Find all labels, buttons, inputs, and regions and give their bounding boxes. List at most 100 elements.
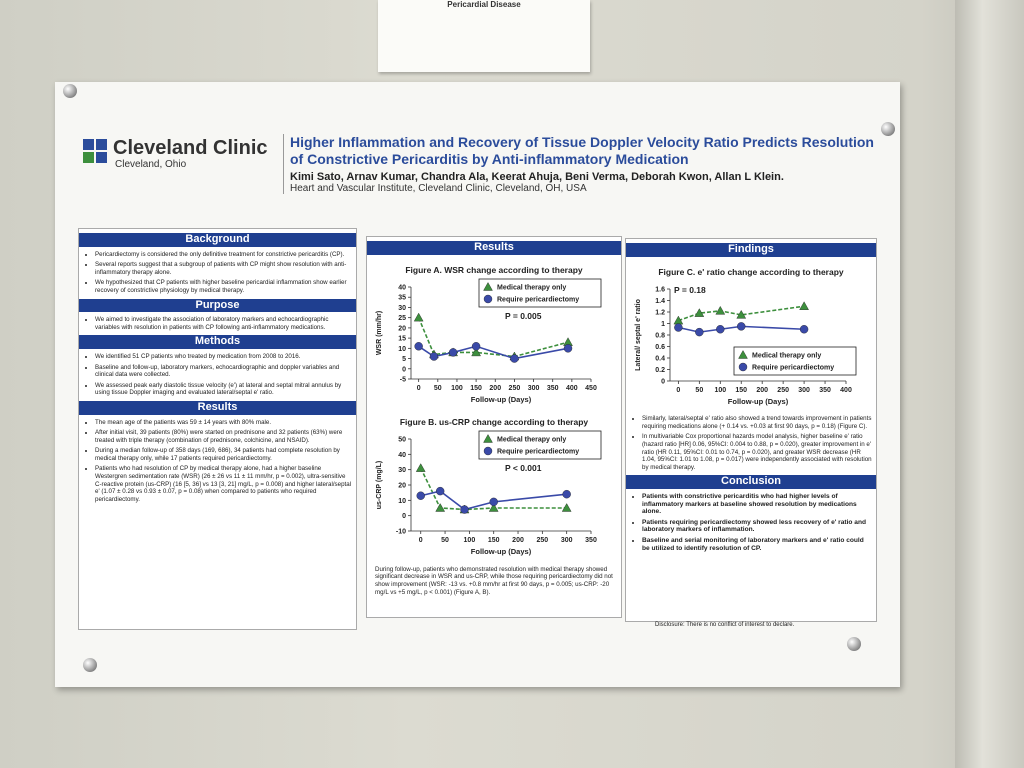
x-tick-label: 0 xyxy=(419,537,423,544)
y-tick-label: 0 xyxy=(402,513,406,520)
marker xyxy=(562,490,571,499)
x-tick-label: 100 xyxy=(714,387,726,394)
section-heading: Results xyxy=(79,400,356,415)
marker xyxy=(715,305,726,315)
section-heading: Background xyxy=(79,233,356,247)
marker xyxy=(471,347,481,356)
section-list: Pericardiectomy is considered the only d… xyxy=(83,251,352,295)
section-heading: Findings xyxy=(626,243,876,257)
x-tick-label: 250 xyxy=(537,537,549,544)
y-tick-label: 25 xyxy=(398,315,406,322)
session-sign: Pericardial Disease xyxy=(378,0,590,72)
marker xyxy=(415,463,426,473)
marker xyxy=(716,324,725,334)
findings-list: Similarly, lateral/septal e' ratio also … xyxy=(630,415,872,471)
x-tick-label: 150 xyxy=(470,385,482,392)
legend-marker xyxy=(483,434,493,443)
org-location: Cleveland, Ohio xyxy=(115,159,187,170)
y-tick-label: 1 xyxy=(661,321,665,328)
marker xyxy=(695,327,704,336)
bullet: We hypothesized that CP patients with hi… xyxy=(95,279,352,294)
legend-label: Require pericardiectomy xyxy=(497,449,579,456)
marker xyxy=(737,321,746,331)
figure-b: Figure B. us-CRP change according to the… xyxy=(376,417,602,556)
logo-mark xyxy=(83,139,107,163)
series-line xyxy=(417,316,569,357)
y-tick-label: 40 xyxy=(398,452,406,459)
y-tick-label: 0.4 xyxy=(655,355,665,362)
legend-box xyxy=(478,278,602,307)
annotation: P < 0.001 xyxy=(505,463,542,473)
x-tick-label: 200 xyxy=(489,385,501,392)
left-column: Background Pericardiectomy is considered … xyxy=(78,228,357,630)
x-axis-label: Follow-up (Days) xyxy=(728,397,789,406)
bullet: Patients requiring pericardiectomy showe… xyxy=(642,519,872,534)
legend-marker xyxy=(483,294,493,303)
x-tick-label: 400 xyxy=(840,387,852,394)
chart-title: Figure C. e' ratio change according to t… xyxy=(658,267,844,277)
y-tick-label: 1.2 xyxy=(655,309,665,316)
pin xyxy=(881,122,895,136)
y-tick-label: 1.6 xyxy=(655,286,665,293)
legend-marker xyxy=(483,281,493,291)
x-axis-label: Follow-up (Days) xyxy=(471,395,532,404)
pin xyxy=(847,637,861,651)
y-axis-label: us-CRP (mg/L) xyxy=(376,461,383,509)
marker xyxy=(510,353,519,363)
section-heading: Purpose xyxy=(79,298,356,313)
x-tick-label: 450 xyxy=(585,385,597,392)
bullet: Baseline and follow-up, laboratory marke… xyxy=(95,364,352,379)
x-tick-label: 50 xyxy=(434,385,442,392)
marker xyxy=(488,503,499,512)
marker xyxy=(736,309,747,319)
y-axis-label: Lateral/ septal e' ratio xyxy=(635,299,642,371)
x-tick-label: 300 xyxy=(798,387,810,394)
poster: Cleveland Clinic Cleveland, Ohio Higher … xyxy=(55,82,900,687)
results-note: During follow-up, patients who demonstra… xyxy=(375,565,613,596)
y-tick-label: 20 xyxy=(398,483,406,490)
figure-a: Figure A. WSR change according to therap… xyxy=(376,265,602,404)
marker xyxy=(416,491,425,501)
chart-title: Figure B. us-CRP change according to the… xyxy=(400,417,589,427)
poster-title: Higher Inflammation and Recovery of Tiss… xyxy=(290,134,874,167)
marker xyxy=(471,341,481,351)
y-tick-label: 1.4 xyxy=(655,298,665,305)
x-axis-label: Follow-up (Days) xyxy=(471,547,532,556)
legend-marker xyxy=(738,362,748,371)
x-tick-label: 300 xyxy=(561,537,573,544)
y-tick-label: 10 xyxy=(398,345,406,352)
chart-title: Figure A. WSR change according to therap… xyxy=(405,265,583,275)
legend-label: Medical therapy only xyxy=(752,352,821,359)
x-tick-label: 100 xyxy=(464,537,476,544)
legend-label: Require pericardiectomy xyxy=(752,364,834,371)
annotation: P = 0.18 xyxy=(674,285,706,295)
affiliation: Heart and Vascular Institute, Cleveland … xyxy=(290,183,587,194)
section-heading: Methods xyxy=(79,335,356,349)
x-tick-label: 300 xyxy=(528,385,540,392)
bullet: During a median follow-up of 358 days (1… xyxy=(95,447,352,462)
marker xyxy=(489,497,498,507)
y-tick-label: 0.8 xyxy=(655,332,665,339)
door-frame xyxy=(955,0,1024,768)
y-tick-label: 5 xyxy=(402,356,406,363)
marker xyxy=(799,300,809,310)
y-tick-label: 10 xyxy=(398,498,406,505)
x-tick-label: 350 xyxy=(819,387,831,394)
header: Higher Inflammation and Recovery of Tiss… xyxy=(283,134,890,194)
x-tick-label: 400 xyxy=(566,385,578,392)
marker xyxy=(460,505,469,514)
y-tick-label: 40 xyxy=(398,284,406,291)
y-tick-label: 35 xyxy=(398,294,406,301)
legend-label: Medical therapy only xyxy=(497,437,566,444)
y-axis-label: WSR (mm/hr) xyxy=(376,310,383,354)
middle-column: Results Figure A. WSR change according t… xyxy=(366,236,622,618)
y-tick-label: 50 xyxy=(398,437,406,444)
x-tick-label: 200 xyxy=(756,387,768,394)
x-tick-label: 50 xyxy=(441,537,449,544)
marker xyxy=(694,307,705,317)
marker xyxy=(413,312,424,321)
bullet: Patients with constrictive pericarditis … xyxy=(642,493,872,516)
bullet: Pericardiectomy is considered the only d… xyxy=(95,251,352,259)
legend-marker xyxy=(738,349,748,359)
y-tick-label: 0.2 xyxy=(655,367,665,374)
